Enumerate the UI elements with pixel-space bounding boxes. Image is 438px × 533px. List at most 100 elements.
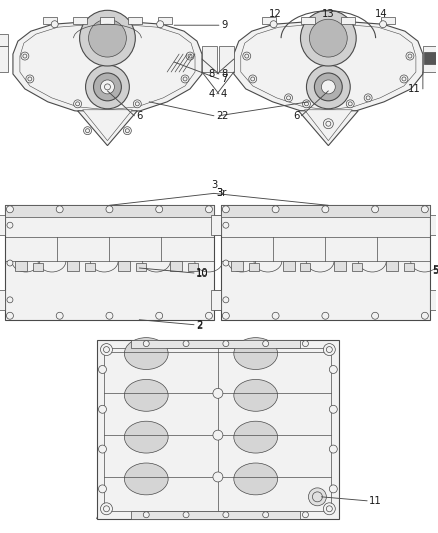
Circle shape [133,100,141,108]
Polygon shape [96,494,126,519]
Ellipse shape [234,337,278,369]
Circle shape [213,389,223,398]
Circle shape [249,75,257,83]
Bar [131,340,300,348]
Bar [5,205,214,217]
Bar [100,17,114,24]
Circle shape [421,206,428,213]
Circle shape [272,206,279,213]
Ellipse shape [332,219,366,235]
Circle shape [157,21,164,28]
Polygon shape [241,23,416,110]
Polygon shape [234,20,423,114]
Text: 13: 13 [322,9,335,19]
Circle shape [88,19,126,57]
Circle shape [186,52,194,60]
Circle shape [272,312,279,319]
Circle shape [7,222,13,228]
Text: 11: 11 [369,496,382,506]
Bar [301,17,315,24]
Text: 14: 14 [375,9,387,19]
Circle shape [143,512,149,518]
Bar [211,215,221,235]
Circle shape [421,312,428,319]
Text: 12: 12 [269,9,282,19]
Text: 10: 10 [196,268,208,278]
Circle shape [26,75,34,83]
Text: 2: 2 [221,111,227,121]
Circle shape [223,222,229,228]
Circle shape [400,75,408,83]
Ellipse shape [124,463,168,495]
Circle shape [223,206,230,213]
Bar [430,290,438,310]
Polygon shape [423,46,438,72]
Circle shape [21,52,29,60]
Ellipse shape [21,219,56,235]
Circle shape [85,65,129,109]
Bar [341,17,355,24]
Circle shape [371,206,378,213]
Circle shape [205,312,212,319]
Circle shape [223,341,229,346]
Bar [136,263,146,271]
Bar [214,215,224,235]
Ellipse shape [124,337,168,369]
Bar [73,17,87,24]
Circle shape [323,503,336,515]
Circle shape [263,341,268,346]
Circle shape [7,206,14,213]
Bar [33,263,43,271]
Bar [211,290,221,310]
Polygon shape [0,46,8,72]
Bar [85,263,95,271]
Bar [221,205,430,217]
Circle shape [156,206,162,213]
Circle shape [99,405,106,413]
Text: 2: 2 [216,111,223,121]
Ellipse shape [124,379,168,411]
Polygon shape [20,23,195,110]
Bar [96,340,339,519]
Text: 11: 11 [408,84,421,94]
Text: 6: 6 [293,111,300,121]
Circle shape [285,94,293,102]
Bar [386,261,398,271]
Polygon shape [219,46,234,72]
Circle shape [270,21,277,28]
Ellipse shape [234,379,278,411]
Bar [0,290,5,310]
Circle shape [223,297,229,303]
Ellipse shape [285,219,319,235]
Circle shape [322,206,329,213]
Ellipse shape [116,219,150,235]
Bar [334,261,346,271]
Polygon shape [298,111,358,146]
Text: 3: 3 [211,180,217,190]
Circle shape [323,119,333,128]
Circle shape [364,94,372,102]
Circle shape [308,488,326,506]
Text: 2: 2 [196,321,202,330]
Circle shape [329,485,337,493]
Circle shape [213,430,223,440]
Circle shape [181,75,189,83]
Text: 5: 5 [432,266,438,276]
Circle shape [303,341,308,346]
Circle shape [223,260,229,266]
Bar [300,263,311,271]
Circle shape [7,312,14,319]
Ellipse shape [163,219,198,235]
Bar [214,290,224,310]
Circle shape [346,100,354,108]
Polygon shape [304,110,352,141]
Circle shape [321,80,336,94]
Bar [67,261,78,271]
Circle shape [323,344,336,356]
Circle shape [329,366,337,374]
Bar [188,263,198,271]
Bar [131,511,300,519]
Circle shape [406,52,414,60]
Circle shape [106,312,113,319]
Circle shape [223,312,230,319]
